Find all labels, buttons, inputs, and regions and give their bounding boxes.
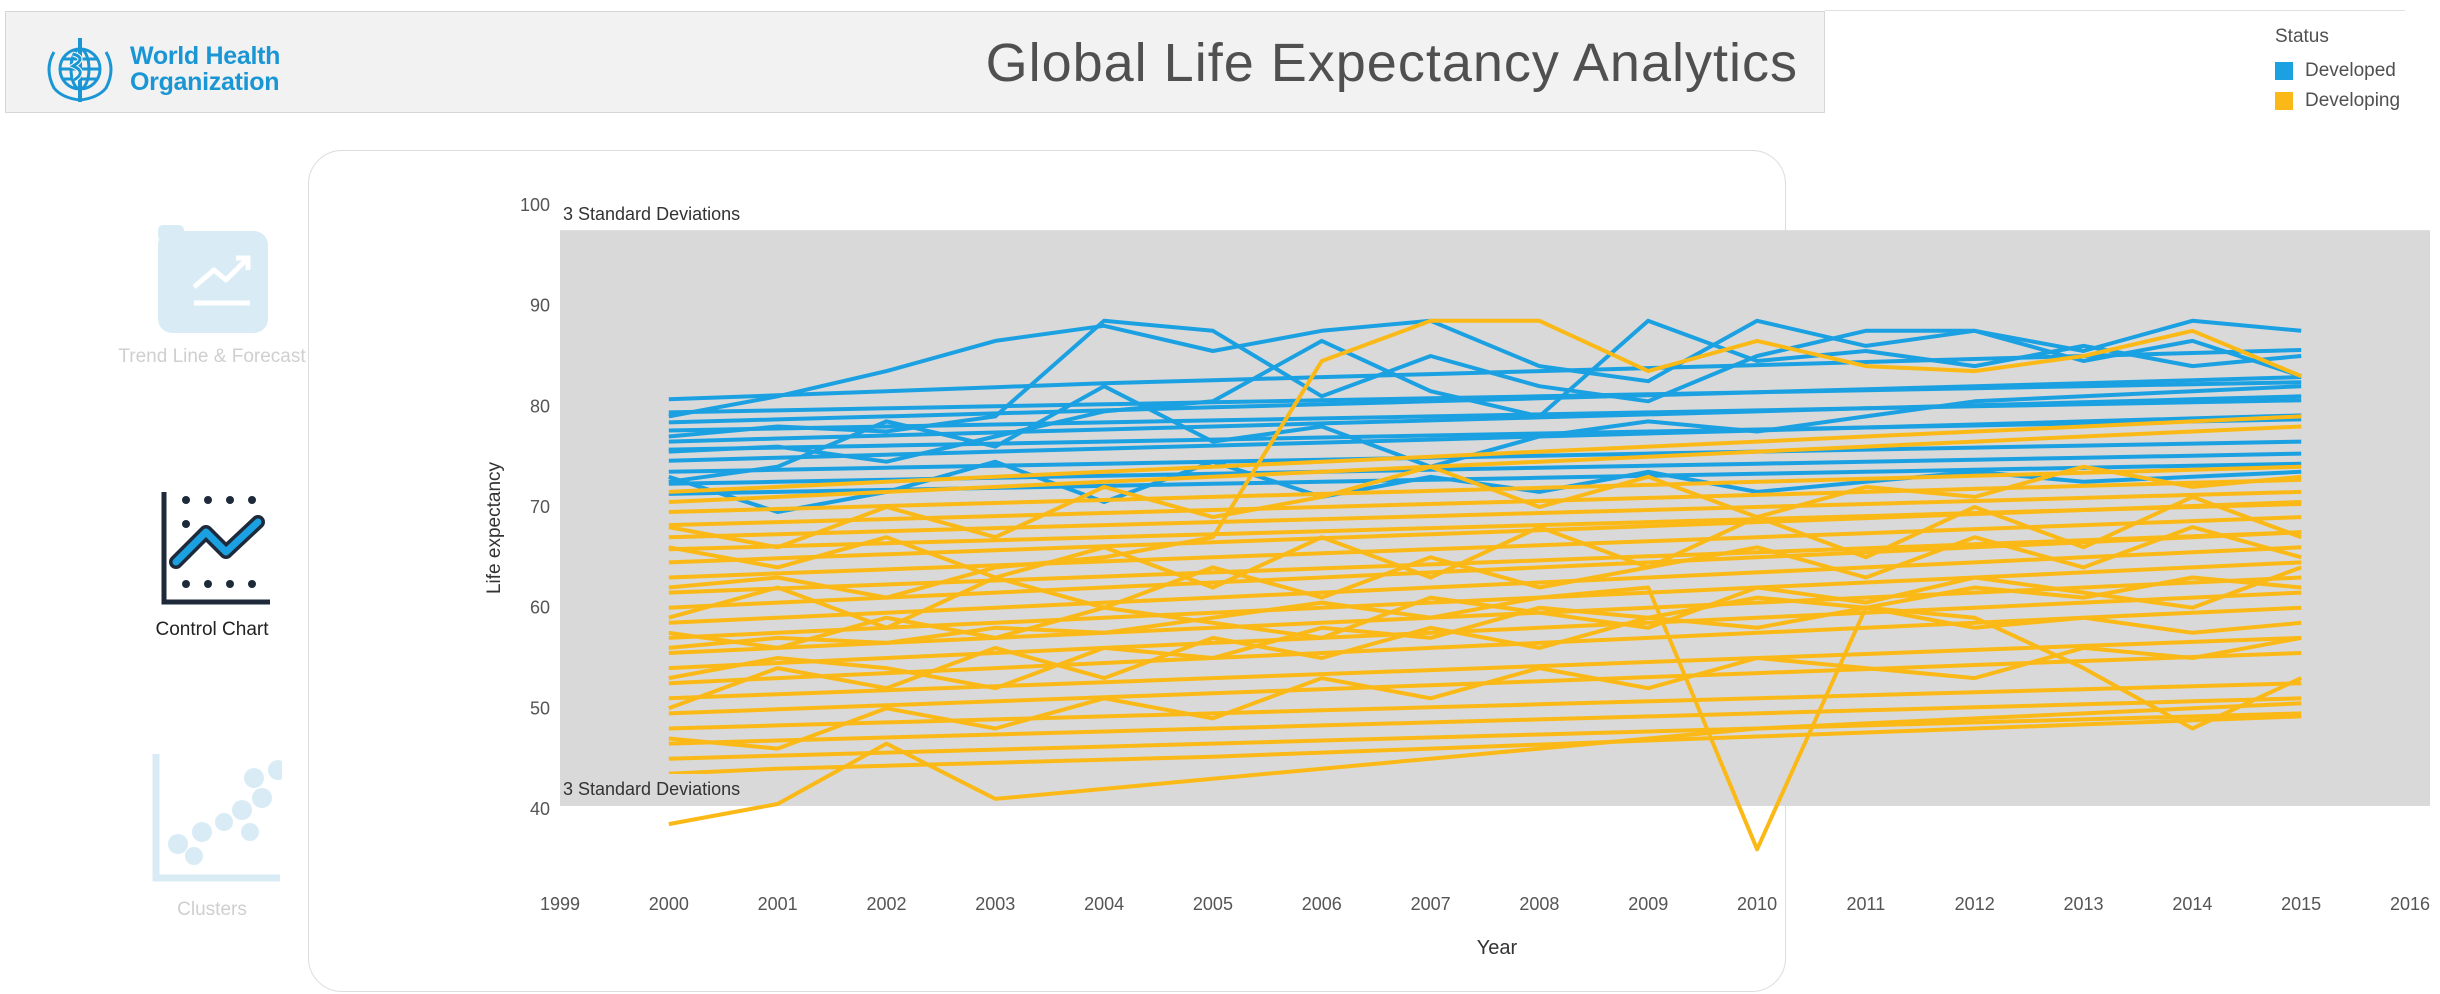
series-line-developing-45 (668, 565, 2302, 650)
series-line-developing-38 (668, 464, 2302, 550)
series-line-developing-31 (668, 696, 2302, 746)
x-axis-title: Year (1477, 937, 1518, 959)
x-tick-label-2007: 2007 (1411, 894, 1451, 914)
series-line-developed-11 (668, 459, 2302, 514)
header-divider (1825, 10, 2405, 11)
who-logo: World Health Organization (40, 34, 280, 104)
series-line-developing-19 (668, 500, 2302, 565)
series-line-developing-43 (668, 414, 2302, 494)
series-line-developed-5 (668, 413, 2302, 463)
series-line-developing-23 (668, 545, 2302, 625)
legend-item-developing[interactable]: Developing (2275, 86, 2400, 116)
series-line-developed-1 (668, 375, 2302, 425)
band-lower-label: 3 Standard Deviations (563, 779, 740, 799)
logo-line-2: Organization (130, 68, 280, 96)
x-tick-label-2010: 2010 (1737, 894, 1777, 914)
x-tick-label-2012: 2012 (1955, 894, 1995, 914)
who-logo-text: World Health Organization (130, 43, 280, 95)
legend-label-developing: Developing (2305, 90, 2401, 111)
y-tick-label-40: 40 (530, 799, 550, 819)
nav-label-control-chart: Control Chart (155, 619, 269, 640)
page-title: Global Life Expectancy Analytics (985, 33, 1798, 93)
series-line-developing-33 (668, 714, 2302, 776)
trend-chart-icon (158, 225, 268, 333)
nav-item-control-chart[interactable]: Control Chart (92, 488, 332, 641)
series-line-developing-32 (668, 711, 2302, 761)
series-line-developing-44 (668, 494, 2302, 590)
series-line-developed-0 (668, 380, 2302, 415)
band-upper-label: 3 Standard Deviations (563, 204, 740, 224)
series-line-developing-28 (668, 635, 2302, 701)
x-tick-label-2006: 2006 (1302, 894, 1342, 914)
legend: Status Developed Developing (2275, 26, 2400, 116)
series-line-developed-6 (668, 439, 2302, 474)
x-tick-label-2008: 2008 (1519, 894, 1559, 914)
x-tick-label-2000: 2000 (649, 894, 689, 914)
x-tick-label-2013: 2013 (2064, 894, 2104, 914)
series-line-developing-34 (668, 701, 2302, 827)
y-tick-label-60: 60 (530, 598, 550, 618)
nav-item-trend-line-forecast[interactable]: Trend Line & Forecast (92, 225, 332, 368)
series-line-developing-40 (668, 635, 2302, 751)
x-tick-label-2003: 2003 (975, 894, 1015, 914)
series-line-developing-26 (668, 590, 2302, 671)
series-line-developing-42 (668, 424, 2302, 504)
series-line-developing-15 (668, 464, 2302, 514)
who-emblem-icon (47, 38, 113, 102)
x-tick-label-2005: 2005 (1193, 894, 1233, 914)
nav-label-clusters: Clusters (177, 899, 247, 920)
series-line-developing-39 (668, 525, 2302, 630)
x-tick-label-2015: 2015 (2281, 894, 2321, 914)
legend-swatch-developing (2275, 92, 2293, 110)
nav-label-trend-line-forecast: Trend Line & Forecast (118, 346, 306, 367)
series-line-developing-35 (668, 585, 2302, 852)
legend-label-developed: Developed (2305, 60, 2396, 81)
series-line-developing-37 (668, 605, 2303, 731)
series-line-developing-41 (668, 575, 2302, 691)
x-tick-label-2001: 2001 (758, 894, 798, 914)
series-line-developing-22 (668, 530, 2302, 610)
control-chart-icon (161, 492, 270, 605)
x-tick-label-2002: 2002 (866, 894, 906, 914)
header-bar: World Health Organization Global Life Ex… (5, 11, 1825, 113)
series-line-developing-27 (668, 605, 2302, 686)
series-line-developed-13 (668, 318, 2302, 464)
series-line-developed-14 (668, 384, 2302, 484)
x-tick-label-2011: 2011 (1847, 894, 1886, 914)
x-tick-label-1999: 1999 (540, 894, 580, 914)
legend-swatch-developed (2275, 62, 2293, 80)
y-tick-label-50: 50 (530, 698, 550, 718)
band-lower-label-bg (560, 773, 768, 802)
nav-item-clusters[interactable]: Clusters (92, 748, 332, 921)
series-line-developing-25 (668, 575, 2302, 655)
y-tick-label-80: 80 (530, 396, 550, 416)
x-tick-label-2004: 2004 (1084, 894, 1124, 914)
series-line-developed-10 (668, 318, 2302, 419)
series-line-developed-12 (668, 318, 2302, 439)
legend-title: Status (2275, 26, 2329, 47)
logo-line-1: World Health (130, 42, 281, 70)
series-line-developing-24 (668, 560, 2302, 640)
scatter-clusters-icon (152, 754, 288, 882)
x-tick-label-2016: 2016 (2390, 894, 2430, 914)
y-tick-label-70: 70 (530, 497, 550, 517)
y-axis-title: Life expectancy (484, 461, 505, 594)
x-tick-label-2014: 2014 (2172, 894, 2212, 914)
series-line-developing-17 (668, 489, 2302, 540)
series-line-developing-36 (668, 318, 2302, 600)
y-tick-label-90: 90 (530, 296, 550, 316)
series-line-developing-30 (668, 681, 2302, 731)
x-tick-label-2009: 2009 (1628, 894, 1668, 914)
legend-item-developed[interactable]: Developed (2275, 56, 2400, 86)
y-tick-label-100: 100 (520, 195, 550, 215)
series-line-developing-16 (668, 477, 2302, 528)
